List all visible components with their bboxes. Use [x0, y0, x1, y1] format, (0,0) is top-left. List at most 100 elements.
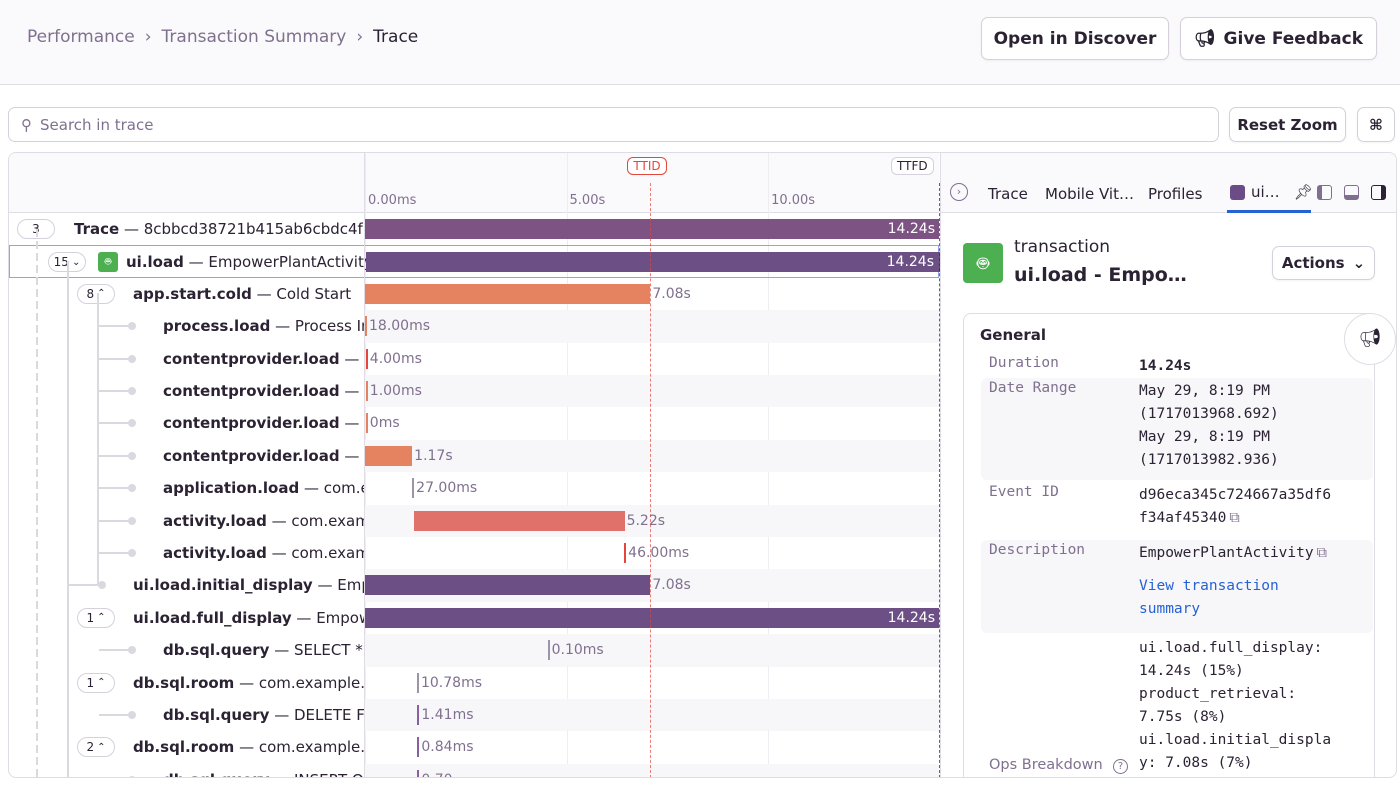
android-icon: 🤖︎ — [963, 243, 1003, 283]
trace-row[interactable]: contentprovider.load — com 1.17s — [9, 440, 939, 472]
view-transaction-summary-link[interactable]: View transactionsummary — [1139, 575, 1379, 621]
trace-row[interactable]: 15⌄🤖︎ui.load — EmpowerPlantActivity14.24… — [9, 245, 939, 277]
details-panel: › Trace Mobile Vit… Profiles ui…📌︎ 🤖︎ tr… — [940, 153, 1397, 778]
chevron-up-icon: ⌃ — [97, 677, 105, 688]
trace-row[interactable]: 2⌃db.sql.room — com.example.vu0.84ms — [9, 731, 939, 763]
span-label: contentprovider.load — com — [163, 447, 365, 465]
trace-row[interactable]: contentprovider.load — androidx0ms — [9, 407, 939, 439]
event-type: transaction — [1014, 237, 1110, 257]
children-count-toggle[interactable]: 2⌃ — [77, 737, 115, 757]
copy-icon[interactable]: ⧉ — [1317, 545, 1327, 561]
span-bar[interactable] — [412, 478, 414, 498]
trace-row[interactable]: contentprovider.load — io4.00ms — [9, 343, 939, 375]
span-bar[interactable] — [548, 640, 550, 660]
span-bar[interactable] — [365, 284, 650, 304]
breadcrumb-transaction-summary[interactable]: Transaction Summary — [162, 27, 347, 47]
span-duration: 1.00ms — [370, 383, 422, 399]
ttid-marker[interactable]: TTID — [627, 157, 666, 175]
span-duration: 1.41ms — [421, 707, 473, 723]
layout-left-icon[interactable] — [1317, 185, 1332, 200]
span-bar[interactable] — [624, 543, 626, 563]
trace-row[interactable]: db.sql.query — DELETE FROM1.41ms — [9, 699, 939, 731]
span-bar[interactable] — [417, 705, 419, 725]
span-description: Cold Start — [276, 285, 351, 303]
give-feedback-button[interactable]: 📢︎Give Feedback — [1180, 17, 1377, 60]
megaphone-icon: 📢︎ — [1194, 29, 1216, 49]
children-count-toggle[interactable]: 1⌃ — [77, 673, 115, 693]
tree-connector — [99, 649, 129, 651]
field-key: Event ID — [989, 484, 1059, 500]
search-input[interactable]: ⚲Search in trace — [8, 107, 1219, 142]
pin-icon[interactable]: 📌︎ — [1294, 183, 1313, 201]
field-key: Ops Breakdown — [989, 757, 1103, 773]
breadcrumb-performance[interactable]: Performance — [27, 27, 135, 47]
span-bar[interactable] — [365, 608, 939, 628]
span-duration: 27.00ms — [416, 480, 477, 496]
span-bar[interactable] — [417, 770, 419, 778]
tree-connector — [99, 325, 129, 327]
span-bar[interactable] — [366, 381, 368, 401]
breadcrumb-trace: Trace — [373, 27, 418, 47]
reset-zoom-button[interactable]: Reset Zoom — [1229, 107, 1346, 142]
layout-right-icon[interactable] — [1371, 185, 1386, 200]
trace-row[interactable]: 3Trace — 8cbbcd38721b415ab6cbdc4f114.24s — [9, 213, 939, 245]
tab-ui-load[interactable]: ui…📌︎ — [1230, 183, 1313, 201]
help-icon[interactable]: ? — [1113, 759, 1128, 774]
span-bar[interactable] — [365, 219, 939, 239]
span-op: application.load — [163, 479, 299, 497]
span-description: com.example.vu — [259, 674, 365, 692]
tick-label: 10.00s — [771, 193, 815, 208]
open-in-discover-button[interactable]: Open in Discover — [981, 17, 1169, 60]
trace-row[interactable]: 8⌃app.start.cold — Cold Start7.08s — [9, 278, 939, 310]
collapse-icon[interactable]: › — [950, 183, 968, 201]
tree-node-dot — [128, 387, 136, 395]
span-bar[interactable] — [365, 575, 650, 595]
trace-row[interactable]: activity.load — com.example46.00ms — [9, 537, 939, 569]
span-color-icon — [1230, 185, 1245, 200]
span-label: db.sql.query — INSERT OR — [163, 771, 365, 778]
tree-connector — [99, 714, 129, 716]
ttfd-marker[interactable]: TTFD — [891, 157, 934, 175]
children-count-toggle[interactable]: 1⌃ — [77, 608, 115, 628]
span-description: INSERT OR — [294, 771, 365, 778]
span-bar[interactable] — [417, 673, 419, 693]
field-value: May 29, 8:19 PM — [1139, 426, 1270, 449]
trace-row[interactable]: process.load — Process Initialization18.… — [9, 310, 939, 342]
copy-icon[interactable]: ⧉ — [1229, 510, 1239, 526]
span-bar[interactable] — [366, 413, 368, 433]
shortcuts-button[interactable]: ⌘ — [1357, 107, 1395, 142]
tab-trace[interactable]: Trace — [988, 185, 1028, 203]
span-description: EmpowerPlantActivity — [337, 576, 365, 594]
actions-dropdown[interactable]: Actions⌄ — [1272, 246, 1375, 280]
trace-row[interactable]: activity.load — com.example5.22s — [9, 505, 939, 537]
span-description: EmpowerPlantActivity — [208, 253, 366, 271]
trace-row[interactable]: application.load — com.example27.00ms — [9, 472, 939, 504]
tree-node-dot — [98, 581, 106, 589]
span-description: com.example.vu — [259, 738, 365, 756]
span-bar[interactable] — [366, 349, 368, 369]
trace-row[interactable]: db.sql.query — INSERT OR0.70 — [9, 764, 939, 778]
trace-row[interactable]: 1⌃db.sql.room — com.example.vu10.78ms — [9, 667, 939, 699]
trace-row[interactable]: 1⌃ui.load.full_display — EmpowerPlantAct… — [9, 602, 939, 634]
tab-profiles[interactable]: Profiles — [1148, 185, 1202, 203]
children-count-toggle[interactable]: 8⌃ — [77, 284, 115, 304]
span-label: db.sql.query — SELECT * FROM — [163, 641, 365, 659]
span-op: db.sql.query — [163, 706, 269, 724]
trace-row[interactable]: db.sql.query — SELECT * FROM0.10ms — [9, 634, 939, 666]
span-bar[interactable] — [417, 737, 419, 757]
span-bar[interactable] — [365, 316, 367, 336]
span-bar[interactable] — [414, 511, 624, 531]
trace-row[interactable]: ui.load.initial_display — EmpowerPlantAc… — [9, 569, 939, 601]
field-value: y: 7.08s (7%) — [1139, 752, 1253, 775]
span-bar[interactable] — [365, 446, 412, 466]
trace-row[interactable]: contentprovider.load — io1.00ms — [9, 375, 939, 407]
span-bar[interactable] — [366, 252, 940, 272]
layout-bottom-icon[interactable] — [1344, 185, 1359, 200]
field-date-range: Date Range May 29, 8:19 PM(1717013968.69… — [981, 378, 1373, 480]
span-description: com.example — [324, 479, 365, 497]
tree-node-dot — [128, 517, 136, 525]
column-divider[interactable] — [364, 153, 365, 778]
tab-mobile-vitals[interactable]: Mobile Vit… — [1045, 185, 1134, 203]
span-duration: 1.17s — [414, 448, 452, 464]
active-tab-indicator — [1227, 210, 1311, 213]
